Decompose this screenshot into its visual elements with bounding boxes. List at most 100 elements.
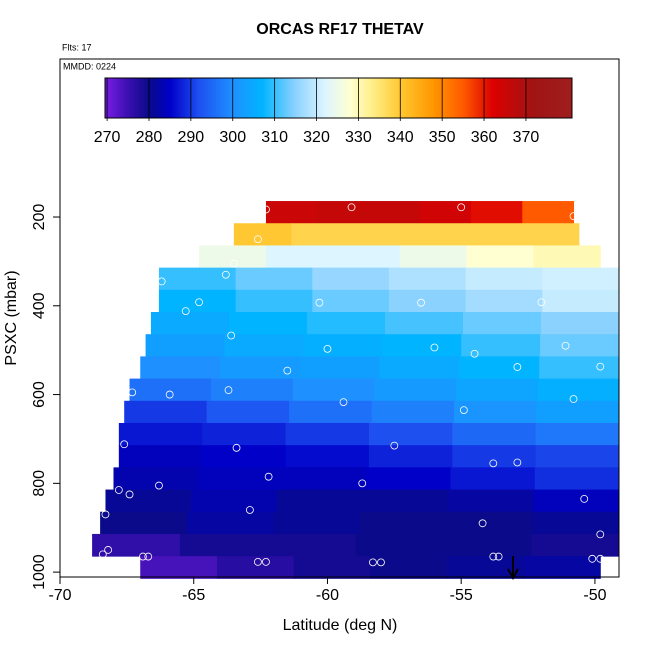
- flight-point: [315, 298, 324, 307]
- colorbar-strip: [150, 78, 152, 118]
- colorbar-strip: [162, 78, 164, 118]
- colorbar-strip: [295, 78, 297, 118]
- colorbar-strip: [339, 78, 341, 118]
- colorbar-strip: [411, 78, 413, 118]
- colorbar-strip: [360, 78, 362, 118]
- colorbar-strip: [529, 78, 531, 118]
- heat-cell: [267, 533, 357, 557]
- flight-point: [513, 363, 522, 371]
- colorbar-strip: [536, 78, 538, 118]
- colorbar-strip: [233, 78, 235, 118]
- flight-point: [478, 519, 487, 528]
- colorbar-strip: [138, 78, 140, 118]
- colorbar-strip: [483, 78, 485, 118]
- colorbar-strip: [347, 78, 349, 118]
- colorbar-strip: [505, 78, 507, 118]
- flight-point: [347, 203, 356, 212]
- flight-point: [139, 552, 147, 561]
- colorbar-strip: [135, 78, 137, 118]
- colorbar-strip: [254, 78, 256, 118]
- colorbar-strip: [508, 78, 510, 118]
- heat-cell: [265, 245, 334, 269]
- colorbar-strip: [435, 78, 437, 118]
- colorbar-strip: [376, 78, 378, 118]
- flight-point: [457, 203, 466, 212]
- flight-point: [390, 441, 399, 450]
- colorbar-strip: [291, 78, 293, 118]
- flight-point: [470, 349, 479, 358]
- colorbar-strip: [186, 78, 188, 118]
- colorbar-strip: [158, 78, 160, 118]
- flight-point: [323, 344, 332, 353]
- colorbar-strip: [372, 78, 374, 118]
- colorbar-strip: [155, 78, 157, 118]
- heat-cell: [452, 422, 537, 446]
- colorbar-tick-label: 300: [219, 129, 246, 146]
- colorbar-strip: [343, 78, 345, 118]
- colorbar-strip: [523, 78, 525, 118]
- heat-cell: [317, 201, 369, 224]
- colorbar-strip: [488, 78, 490, 118]
- colorbar-strip: [565, 78, 567, 118]
- colorbar-strip: [441, 78, 443, 118]
- colorbar-strip: [116, 78, 118, 118]
- colorbar-strip: [154, 78, 156, 118]
- colorbar-strip: [335, 78, 337, 118]
- flight-point: [181, 307, 190, 316]
- colorbar-strip: [454, 78, 456, 118]
- colorbar-strip: [388, 78, 390, 118]
- heat-cell: [523, 556, 601, 579]
- colorbar-strip: [292, 78, 294, 118]
- colorbar-strip: [130, 78, 132, 118]
- flight-point: [98, 550, 107, 559]
- heat-cell: [100, 511, 188, 535]
- colorbar-strip: [137, 78, 139, 118]
- colorbar-strip: [380, 78, 382, 118]
- colorbar-strip: [415, 78, 417, 118]
- colorbar-strip: [539, 78, 541, 118]
- heat-cell: [299, 356, 381, 380]
- colorbar-strip: [288, 78, 290, 118]
- colorbar-strip: [497, 78, 499, 118]
- heat-cell: [216, 556, 295, 579]
- colorbar-strip: [344, 78, 346, 118]
- colorbar-strip: [320, 78, 322, 118]
- colorbar-strip: [476, 78, 478, 118]
- colorbar-strip: [251, 78, 253, 118]
- colorbar-tick-label: 310: [261, 129, 288, 146]
- heat-cell: [522, 201, 575, 224]
- colorbar-strip: [427, 78, 429, 118]
- heat-cell: [388, 289, 467, 313]
- flight-point: [101, 510, 110, 519]
- colorbar-strip: [278, 78, 280, 118]
- colorbar-strip: [422, 78, 424, 118]
- colorbar-strip: [566, 78, 568, 118]
- colorbar-strip: [252, 78, 254, 118]
- colorbar-strip: [152, 78, 154, 118]
- colorbar-strip: [164, 78, 166, 118]
- heat-cell: [452, 445, 537, 468]
- heat-cell: [276, 489, 363, 513]
- colorbar-tick-label: 370: [513, 129, 540, 146]
- colorbar-strip: [462, 78, 464, 118]
- colorbar-strip: [213, 78, 215, 118]
- colorbar-strip: [396, 78, 398, 118]
- colorbar-strip: [220, 78, 222, 118]
- colorbar-strip: [171, 78, 173, 118]
- colorbar-strip: [131, 78, 133, 118]
- colorbar-strip: [244, 78, 246, 118]
- colorbar-strip: [421, 78, 423, 118]
- colorbar-strip: [259, 78, 261, 118]
- colorbar-strip: [541, 78, 543, 118]
- colorbar-strip: [552, 78, 554, 118]
- colorbar-strip: [436, 78, 438, 118]
- colorbar-strip: [485, 78, 487, 118]
- heat-cell: [202, 422, 287, 446]
- colorbar-strip: [500, 78, 502, 118]
- colorbar-strip: [304, 78, 306, 118]
- heat-cell: [202, 445, 287, 468]
- colorbar-strip: [548, 78, 550, 118]
- colorbar-strip: [448, 78, 450, 118]
- colorbar-strip: [408, 78, 410, 118]
- heat-cell: [533, 245, 601, 269]
